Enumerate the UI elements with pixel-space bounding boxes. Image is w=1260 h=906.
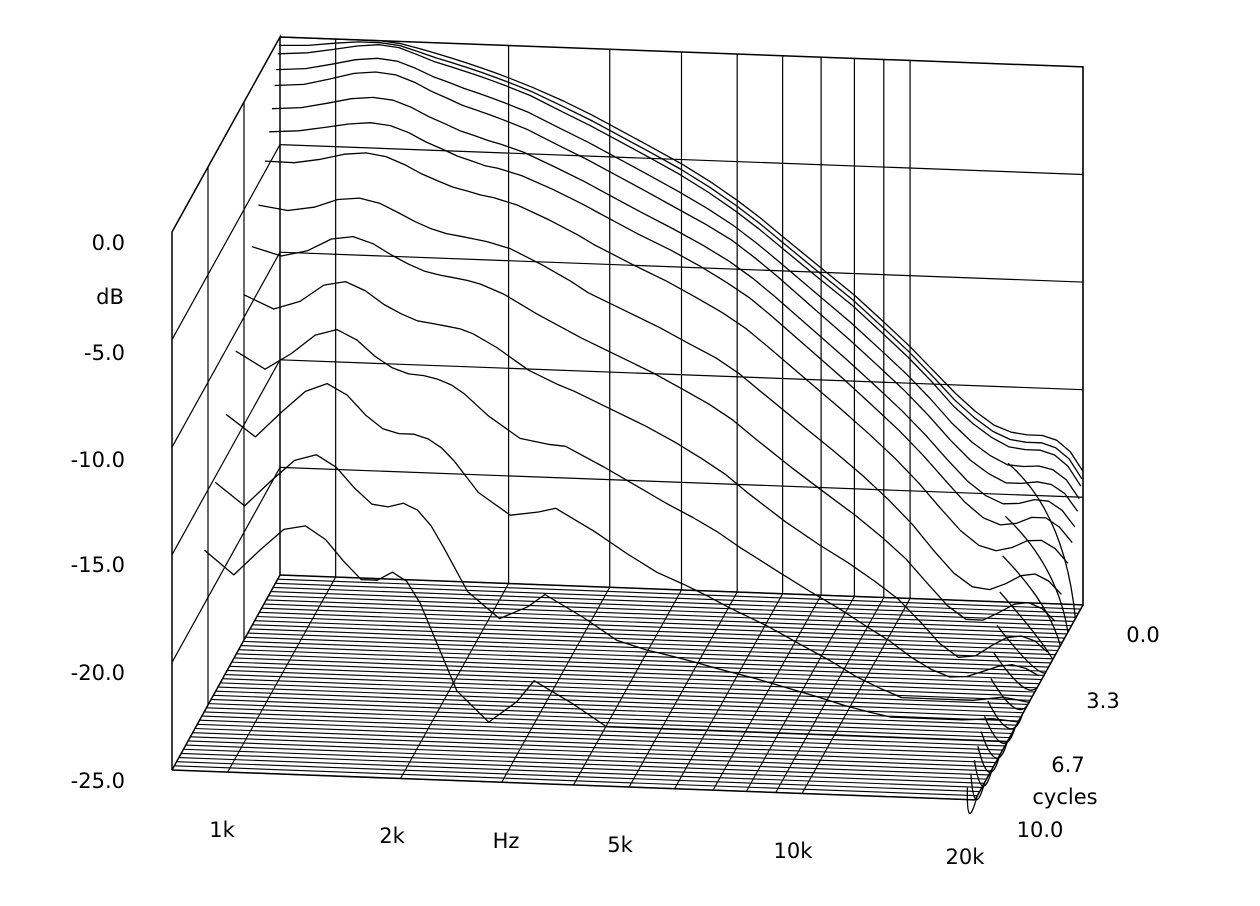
spectral-slice (277, 44, 1082, 487)
floor-freq-line (775, 597, 885, 793)
spectral-slices (203, 36, 1084, 814)
z-tick-label: 3.3 (1086, 689, 1119, 713)
floor-mesh (171, 574, 1084, 801)
z-tick-label: 10.0 (1017, 818, 1064, 842)
floor-freq-line (628, 591, 738, 788)
back-wall-db-gridline (279, 466, 1084, 498)
z-tick-label: 0.0 (1126, 623, 1159, 647)
y-tick-label: -20.0 (71, 661, 125, 685)
floor-freq-line (745, 596, 855, 792)
decay-tail (993, 652, 1039, 691)
spectral-slice (225, 382, 1030, 704)
decay-tail (996, 625, 1046, 674)
back-wall-db-gridline (279, 251, 1084, 283)
decay-tail (987, 700, 1024, 730)
spectral-slice (279, 36, 1084, 472)
decay-tail (973, 759, 993, 787)
x-tick-label: 5k (607, 833, 633, 857)
spectral-slice (271, 96, 1076, 528)
decay-tail (980, 731, 1009, 759)
spectral-slice (274, 71, 1079, 512)
y-tick-label: -5.0 (84, 341, 125, 365)
decay-tail (999, 591, 1054, 660)
z-tick-label: 6.7 (1051, 753, 1084, 777)
x-tick-label: 20k (946, 845, 986, 869)
back-wall-db-gridline (279, 359, 1084, 391)
floor-freq-line (400, 583, 510, 779)
x-tick-label: 1k (209, 818, 235, 842)
left-wall-gridline (171, 467, 281, 663)
spectral-slice (258, 197, 1062, 595)
floor-freq-line (712, 594, 822, 791)
spectral-slice (269, 122, 1073, 544)
decay-tail (1004, 515, 1069, 633)
spectral-slice (264, 152, 1069, 564)
x-tick-label: 10k (774, 839, 814, 863)
spectral-slice (203, 525, 1008, 743)
y-tick-label: -10.0 (71, 448, 125, 472)
left-wall-gridline (171, 359, 281, 556)
decay-tail (1002, 555, 1061, 646)
back-wall-db-gridline (279, 144, 1084, 176)
spectral-slice (214, 454, 1019, 723)
decay-tail (983, 716, 1016, 745)
left-wall-gridline (171, 251, 281, 448)
floor-freq-line (227, 576, 337, 773)
spectral-slice (251, 235, 1056, 622)
z-axis-label: cycles (1032, 785, 1097, 809)
decay-tail (990, 678, 1031, 711)
y-tick-label: -15.0 (71, 553, 125, 577)
y-tick-label: 0.0 (92, 231, 125, 255)
left-wall (171, 34, 281, 771)
floor-freq-line (801, 598, 911, 794)
spectral-slice (235, 328, 1040, 678)
x-axis-label: Hz (493, 829, 520, 853)
back-wall-grid (171, 39, 1084, 705)
spectral-slice (244, 280, 1048, 658)
floor-freq-line (573, 589, 682, 786)
left-wall-gridline (171, 144, 281, 340)
spectral-slice (276, 57, 1080, 500)
decay-tail (966, 787, 978, 814)
floor-freq-line (501, 586, 611, 783)
decay-tail (1007, 462, 1077, 619)
decay-tail (977, 746, 1001, 774)
y-axis-label: dB (96, 285, 124, 309)
y-tick-label: -25.0 (71, 769, 125, 793)
x-tick-label: 2k (379, 824, 405, 848)
floor-freq-line (674, 593, 784, 789)
spectral-slice (278, 41, 1083, 480)
